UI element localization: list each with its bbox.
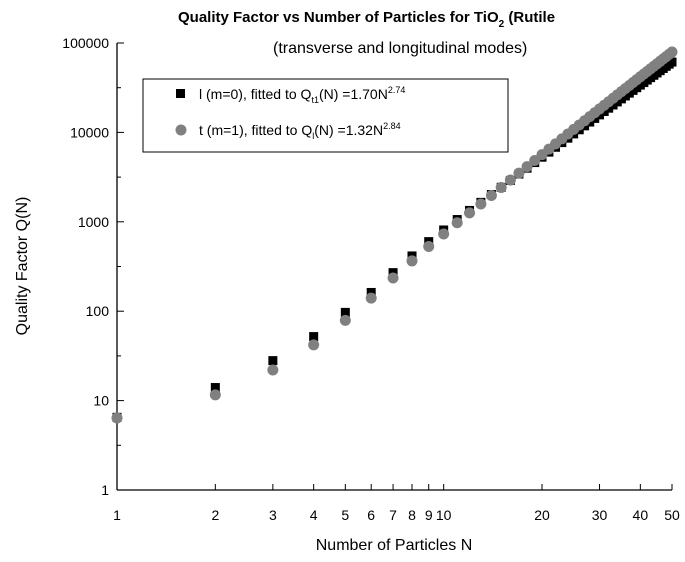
data-point-circle <box>365 292 377 304</box>
x-tick-label: 8 <box>408 507 416 523</box>
data-point-circle <box>513 167 525 179</box>
x-tick-label: 50 <box>664 507 680 523</box>
data-point-circle <box>464 207 476 219</box>
legend-t-text: t (m=1), fitted to Q <box>199 122 312 138</box>
x-tick-label: 40 <box>633 507 649 523</box>
legend-entry-l: l (m=0), fitted to Qt1(N) =1.70N2.74 <box>199 85 405 105</box>
x-axis-title: Number of Particles N <box>316 537 473 554</box>
y-tick-label: 10000 <box>70 124 109 140</box>
x-tick-label: 5 <box>341 507 349 523</box>
x-tick-label: 3 <box>269 507 277 523</box>
chart-subtitle: (transverse and longitudinal modes) <box>273 40 527 57</box>
data-point-circle <box>267 364 279 376</box>
x-tick-label: 10 <box>436 507 452 523</box>
data-point-square <box>340 307 350 317</box>
x-tick-label: 6 <box>367 507 375 523</box>
legend-l-superscript: 2.74 <box>388 85 406 95</box>
x-tick-label: 9 <box>425 507 433 523</box>
data-point-circle <box>504 174 516 186</box>
data-point-circle <box>438 228 450 240</box>
chart-title-main: Quality Factor vs Number of Particles fo… <box>178 9 499 26</box>
y-tick-label: 1000 <box>78 214 109 230</box>
data-point-circle <box>495 181 507 193</box>
chart-title: Quality Factor vs Number of Particles fo… <box>178 9 555 30</box>
data-point-circle <box>475 198 487 210</box>
y-tick-label: 10 <box>93 393 109 409</box>
y-axis-title: Quality Factor Q(N) <box>14 197 31 336</box>
legend-t-superscript: 2.84 <box>383 121 401 131</box>
data-point-circle <box>111 412 123 424</box>
chart-title-subscript: 2 <box>499 19 505 30</box>
data-point-circle <box>387 272 399 284</box>
legend-l-subscript: t1 <box>311 95 319 105</box>
x-tick-label: 20 <box>534 507 550 523</box>
legend-box <box>142 78 509 153</box>
data-point-circle <box>339 314 351 326</box>
x-tick-label: 30 <box>592 507 608 523</box>
x-tick-label: 1 <box>113 507 121 523</box>
x-tick-label: 7 <box>389 507 397 523</box>
x-tick-label: 2 <box>211 507 219 523</box>
data-point-square <box>268 356 278 366</box>
legend: l (m=0), fitted to Qt1(N) =1.70N2.74 t (… <box>142 78 509 153</box>
legend-entry-t: t (m=1), fitted to Ql(N) =1.32N2.84 <box>199 121 401 141</box>
y-tick-label: 1 <box>101 482 109 498</box>
data-point-circle <box>406 255 418 267</box>
legend-l-text: l (m=0), fitted to Q <box>199 86 312 102</box>
data-point-square <box>667 57 677 67</box>
data-point-circle <box>209 389 221 401</box>
data-point-circle <box>521 161 533 173</box>
data-point-square <box>210 383 220 393</box>
data-point-circle <box>451 217 463 229</box>
legend-t-subscript: l <box>312 131 314 141</box>
data-points <box>111 46 678 424</box>
y-tick-label: 100 <box>86 303 110 319</box>
x-tick-label: 4 <box>310 507 318 523</box>
legend-marker-square <box>176 89 185 98</box>
legend-t-text-2: (N) =1.32N <box>314 122 383 138</box>
data-point-square <box>309 332 319 342</box>
data-point-square <box>366 287 376 297</box>
y-tick-label: 100000 <box>62 35 109 51</box>
data-point-circle <box>485 189 497 201</box>
legend-marker-circle <box>175 124 187 136</box>
legend-l-text-2: (N) =1.70N <box>319 86 388 102</box>
data-point-circle <box>666 46 678 58</box>
data-point-circle <box>423 240 435 252</box>
chart-title-suffix: (Rutile <box>504 9 555 26</box>
data-point-circle <box>308 339 320 351</box>
